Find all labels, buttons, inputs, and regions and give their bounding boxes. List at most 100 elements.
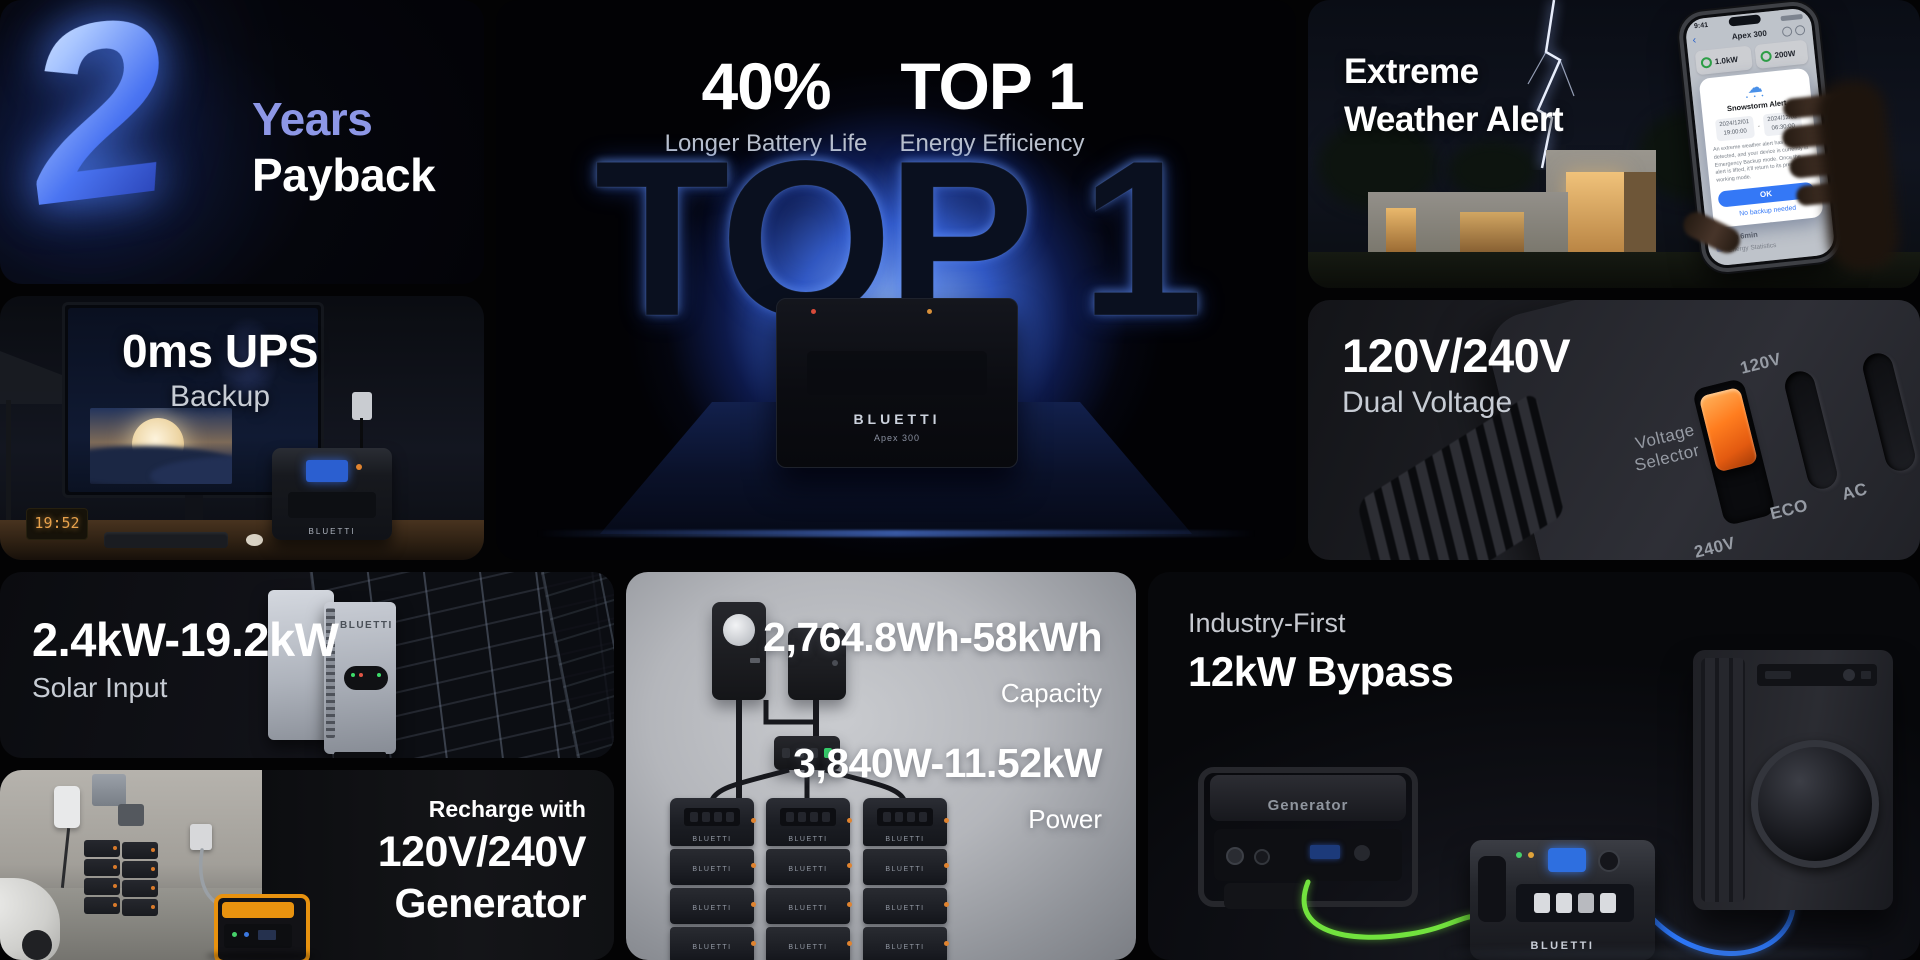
stat-energy-efficiency-value: TOP 1: [900, 49, 1084, 123]
date-start-time: 19:00:00: [1723, 128, 1748, 137]
station-brand: BLUETTI: [308, 527, 356, 536]
generator-shadow: [206, 952, 316, 960]
station-outlets: [288, 492, 376, 518]
device-brand: BLUETTI: [853, 411, 941, 427]
portable-generator: [214, 894, 310, 960]
washer-door: [1751, 740, 1879, 868]
alert-date-start: 2024/12/01 19:00:00: [1714, 115, 1755, 142]
junction-box: [118, 804, 144, 826]
ev-charger: [54, 786, 80, 828]
power-cable: [360, 418, 363, 450]
lamp-pole: [6, 400, 11, 520]
tile-top1-hero: 40% Longer Battery Life TOP 1 Energy Eff…: [496, 0, 1296, 560]
dual-voltage-subtitle: Dual Voltage: [1342, 386, 1513, 419]
capacity-label: Capacity: [1000, 678, 1102, 708]
dual-voltage-title: 120V/240V: [1342, 329, 1571, 382]
screen-lightning-glow: [218, 316, 278, 406]
device-led: [927, 309, 932, 314]
transfer-switch-box: [788, 628, 846, 700]
lit-window: [1386, 208, 1416, 252]
tile-generator-recharge: Recharge with 120V/240V Generator: [0, 770, 614, 960]
inverter-display: [344, 666, 388, 690]
capacity-value: 2,764.8Wh-58kWh: [763, 614, 1102, 660]
car-wheel: [22, 930, 52, 960]
fuel-generator: Generator: [1198, 767, 1418, 909]
tile-capacity-power: BLUETTI BLUETTI BLUETTI BLUETTI BLUETTI …: [626, 572, 1136, 960]
generator-control-panel: [1214, 829, 1402, 881]
desk-clock: 19:52: [26, 508, 88, 540]
washer-side-grooves: [1701, 658, 1745, 902]
smart-meter-box: [712, 602, 766, 700]
generator-tank: [1210, 775, 1406, 821]
power-value: 3,840W-11.52kW: [793, 740, 1102, 786]
inverter-ports: [334, 752, 386, 758]
distribution-strip: [774, 736, 840, 770]
battery-stack: BLUETTI BLUETTI BLUETTI BLUETTI: [863, 798, 949, 960]
battery-stack: BLUETTI BLUETTI BLUETTI BLUETTI: [670, 798, 756, 960]
bypass-title: 12kW Bypass: [1188, 648, 1454, 695]
wood-wall: [1624, 172, 1656, 262]
solar-inverter-back: [268, 590, 334, 740]
stat-energy-efficiency: TOP 1 Energy Efficiency: [872, 48, 1112, 158]
wall-outlet: [190, 824, 212, 850]
generator-panel: [224, 924, 292, 948]
station-led: [1528, 852, 1534, 858]
washer-control-panel: [1757, 664, 1877, 686]
ups-subtitle: Backup: [169, 380, 271, 413]
tile-dual-voltage: 120V 240V Voltage Selector ECO AC 120V/2…: [1308, 300, 1920, 560]
box-knob: [832, 660, 838, 666]
station-screen: [1548, 848, 1586, 872]
stat-energy-efficiency-label: Energy Efficiency: [899, 130, 1085, 157]
solar-title: 2.4kW-19.2kW: [32, 613, 339, 666]
power-label: Power: [1028, 804, 1102, 834]
stat-battery-life-label: Longer Battery Life: [664, 130, 868, 157]
wallpaper-photo: [90, 408, 232, 484]
battery-stack: [122, 842, 158, 918]
bypass-kicker: Industry-First: [1188, 608, 1346, 638]
ups-title: 0ms UPS: [122, 325, 318, 377]
generator-frame: [1198, 767, 1418, 907]
recharge-line3: Generator: [394, 880, 587, 926]
tile-solar-input: BLUETTI 2.4kW-19.2kW Solar Input: [0, 572, 614, 758]
device-outlet-row: [807, 351, 987, 395]
weather-title-line2: Weather Alert: [1344, 100, 1564, 139]
bypass-power-station: BLUETTI: [1470, 840, 1655, 960]
device-model: Apex 300: [873, 433, 921, 443]
station-display: [306, 460, 348, 482]
lightning-bolt: [1527, 0, 1575, 169]
house: [1368, 150, 1698, 265]
washing-machine: [1693, 650, 1893, 910]
lit-porch: [1460, 212, 1524, 252]
inverter-vents: [326, 608, 335, 738]
floor-glow: [536, 530, 1256, 537]
apex300-device: BLUETTI Apex 300: [776, 298, 1018, 468]
wall-outlet: [352, 392, 372, 420]
device-led: [811, 309, 816, 314]
dark-panel: [262, 770, 614, 960]
payback-label: Payback: [252, 149, 436, 201]
breaker-box: [92, 774, 126, 806]
tile-ups-backup: 0ms UPS Backup 19:52 BLUETTI: [0, 296, 484, 560]
weather-title-line1: Extreme: [1344, 52, 1479, 91]
payback-years-label: Years: [252, 93, 373, 145]
stat-battery-life-value: 40%: [701, 49, 831, 123]
inverter-brand: BLUETTI: [340, 620, 393, 631]
conduit-lines: [709, 700, 907, 802]
station-led: [1516, 852, 1522, 858]
recharge-line1: Recharge with: [428, 796, 586, 822]
date-separator: -: [1757, 122, 1761, 130]
recharge-line2: 120V/240V: [377, 828, 587, 876]
tree: [1448, 140, 1538, 200]
stat-battery-life: 40% Longer Battery Life: [646, 48, 886, 158]
battery-stack: BLUETTI BLUETTI BLUETTI BLUETTI: [766, 798, 852, 960]
solar-subtitle: Solar Input: [32, 672, 168, 703]
phone-in-hand: 9:41 ‹ Apex 300 1.0kW 200W Time: [1676, 0, 1903, 275]
tile-payback: 2 Years Payback: [0, 0, 484, 284]
ups-power-station: BLUETTI: [272, 448, 392, 540]
tile-12kw-bypass: Industry-First 12kW Bypass Generator: [1148, 572, 1920, 960]
generator-top: [222, 902, 294, 918]
station-brand: BLUETTI: [1530, 940, 1595, 952]
station-outlet-panel: [1516, 884, 1634, 922]
generator-label: Generator: [1267, 797, 1349, 814]
generator-engine: [1224, 883, 1304, 909]
